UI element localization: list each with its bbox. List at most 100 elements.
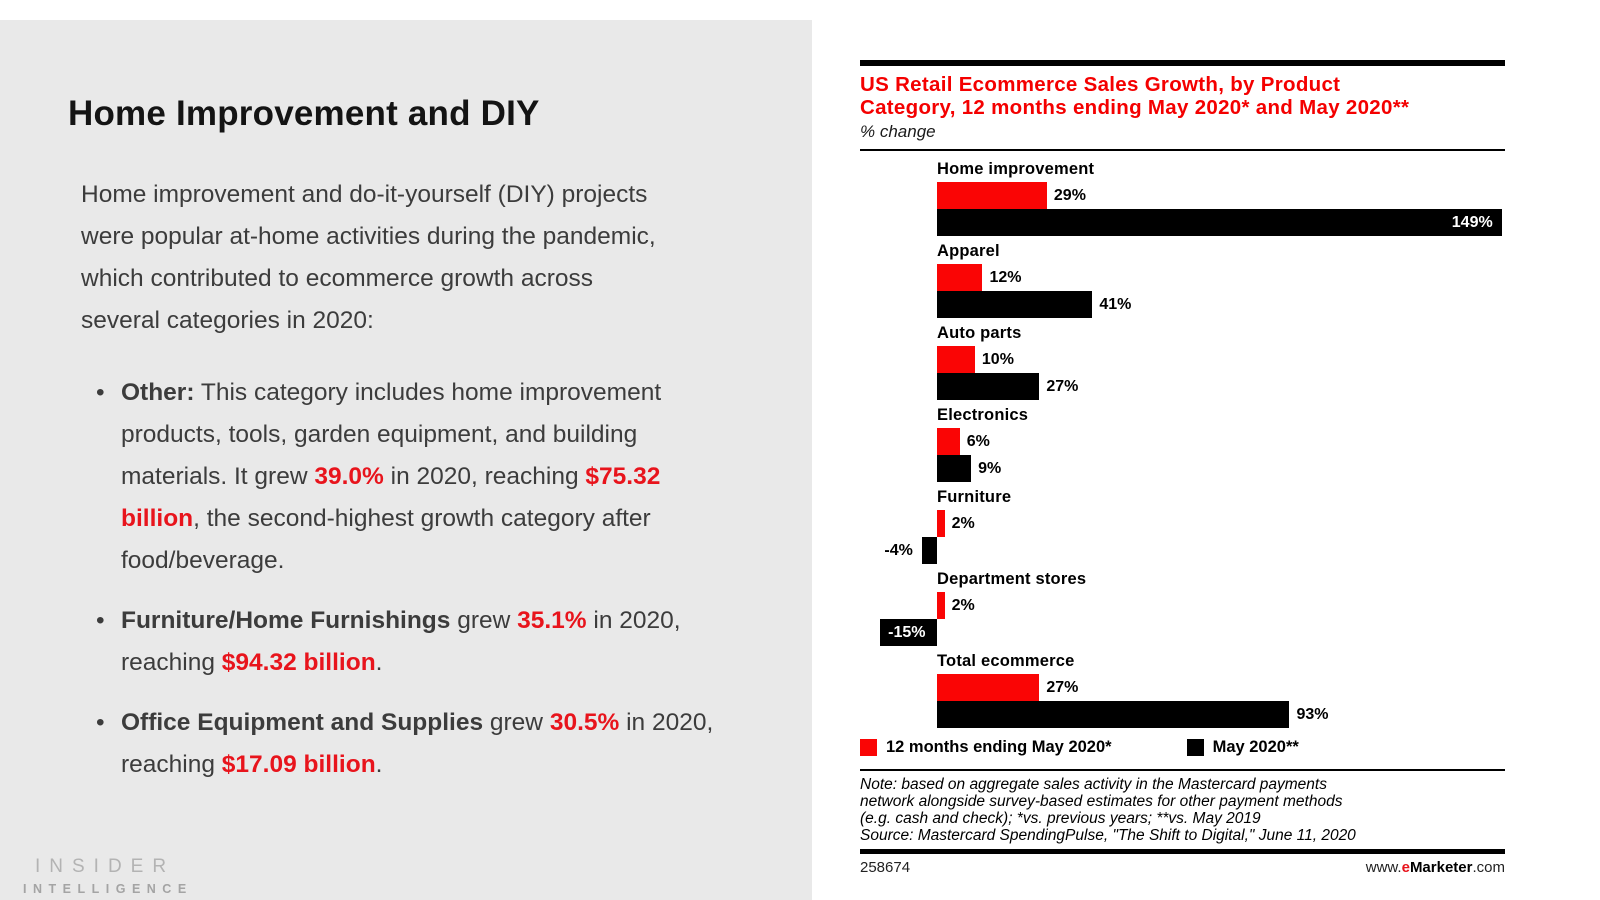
- red-bar: [937, 264, 983, 291]
- chart-note: Note: based on aggregate sales activity …: [860, 776, 1505, 844]
- page-title: Home Improvement and DIY: [68, 94, 540, 133]
- legend-label: 12 months ending May 2020*: [886, 738, 1112, 756]
- red-bar: [937, 674, 1040, 701]
- chart-legend: 12 months ending May 2020* May 2020**: [860, 738, 1505, 757]
- bullet-marker: •: [96, 379, 105, 406]
- bar-line: -15%: [860, 619, 1505, 646]
- legend-swatch: [860, 739, 877, 756]
- bar-line: 12%: [860, 264, 1505, 291]
- chart-title-line1: US Retail Ecommerce Sales Growth, by Pro…: [860, 73, 1341, 96]
- category-label: Home improvement: [937, 160, 1095, 178]
- black-bar: [937, 373, 1040, 400]
- emarketer-chart: US Retail Ecommerce Sales Growth, by Pro…: [860, 60, 1505, 876]
- bar-line: 93%: [860, 701, 1505, 728]
- bar-value-label: 2%: [951, 597, 975, 614]
- bar-value-label: 6%: [966, 433, 990, 450]
- url-prefix: www.: [1365, 859, 1402, 876]
- category-label: Total ecommerce: [937, 652, 1075, 670]
- chart-title: US Retail Ecommerce Sales Growth, by Pro…: [860, 73, 1505, 119]
- url-suffix: .com: [1472, 859, 1505, 876]
- url-brand: Marketer: [1409, 859, 1473, 876]
- chart-id: 258674: [860, 859, 911, 876]
- bar-line: 29%: [860, 182, 1505, 209]
- red-bar: [937, 510, 945, 537]
- chart-category-row: Apparel 12% 41%: [860, 242, 1505, 318]
- bar-value-label: -4%: [884, 542, 913, 559]
- list-item: • Furniture/Home Furnishings grew 35.1% i…: [96, 600, 718, 684]
- category-label: Apparel: [937, 242, 1000, 260]
- bar-value-label: 9%: [978, 460, 1002, 477]
- chart-category-row: Department stores 2% -15%: [860, 570, 1505, 646]
- legend-item: 12 months ending May 2020*: [860, 738, 1112, 757]
- black-bar: [937, 455, 972, 482]
- insider-intelligence-logo: INSIDER INTELLIGENCE: [23, 856, 193, 896]
- chart-subtitle: % change: [860, 122, 936, 141]
- bar-line: 149%: [860, 209, 1505, 236]
- note-line: Source: Mastercard SpendingPulse, "The S…: [860, 827, 1356, 844]
- category-label: Auto parts: [937, 324, 1022, 342]
- red-bar: [937, 428, 960, 455]
- bullet-text: Other: This category includes home impro…: [121, 379, 662, 574]
- bar-line: 27%: [860, 373, 1505, 400]
- bar-line: 10%: [860, 346, 1505, 373]
- bar-line: 2%: [860, 592, 1505, 619]
- black-bar: [937, 701, 1290, 728]
- bar-value-label: 27%: [1046, 378, 1079, 395]
- text-panel: Home Improvement and DIY Home improvemen…: [0, 20, 812, 900]
- chart-category-row: Home improvement 29% 149%: [860, 160, 1505, 236]
- list-item: • Office Equipment and Supplies grew 30.5…: [96, 702, 718, 786]
- chart-category-row: Auto parts 10% 27%: [860, 324, 1505, 400]
- intro-paragraph: Home improvement and do-it-yourself (DIY…: [81, 181, 656, 334]
- list-item: • Other: This category includes home impr…: [96, 372, 718, 582]
- black-bar: [937, 291, 1093, 318]
- category-label: Department stores: [937, 570, 1087, 588]
- bullet-marker: •: [96, 709, 105, 736]
- bar-value-label: 10%: [981, 351, 1014, 368]
- note-line: Note: based on aggregate sales activity …: [860, 776, 1327, 793]
- red-bar: [937, 592, 945, 619]
- note-line: network alongside survey-based estimates…: [860, 793, 1343, 810]
- logo-insider-text: INSIDER: [35, 856, 176, 877]
- chart-title-line2: Category, 12 months ending May 2020* and…: [860, 96, 1410, 119]
- bar-line: -4%: [860, 537, 1505, 564]
- chart-category-row: Furniture 2% -4%: [860, 488, 1505, 564]
- bullet-marker: •: [96, 607, 105, 634]
- bar-line: 9%: [860, 455, 1505, 482]
- black-bar: [880, 619, 937, 646]
- chart-header-rule: [860, 149, 1505, 151]
- logo-intelligence-text: INTELLIGENCE: [23, 882, 193, 896]
- bar-value-label: 27%: [1046, 679, 1079, 696]
- category-label: Electronics: [937, 406, 1029, 424]
- bullet-list: • Other: This category includes home impr…: [96, 372, 718, 804]
- emarketer-url: www.eMarketer.com: [1366, 859, 1505, 876]
- chart-category-row: Total ecommerce 27% 93%: [860, 652, 1505, 728]
- bar-line: 6%: [860, 428, 1505, 455]
- chart-category-row: Electronics 6% 9%: [860, 406, 1505, 482]
- chart-bottom-rule: [860, 849, 1505, 854]
- bullet-text: Furniture/Home Furnishings grew 35.1% in…: [121, 607, 681, 676]
- red-bar: [937, 346, 975, 373]
- bar-value-label: 149%: [1451, 214, 1493, 231]
- bar-line: 2%: [860, 510, 1505, 537]
- black-bar: [937, 209, 1502, 236]
- bar-line: 27%: [860, 674, 1505, 701]
- note-line: (e.g. cash and check); *vs. previous yea…: [860, 810, 1261, 827]
- chart-footer: 258674 www.eMarketer.com: [860, 859, 1505, 876]
- legend-swatch: [1186, 739, 1204, 756]
- chart-rows: Home improvement 29% 149% Apparel 12% 41% Auto…: [860, 160, 1505, 728]
- legend-item: May 2020**: [1186, 738, 1299, 757]
- bar-line: 41%: [860, 291, 1505, 318]
- category-label: Furniture: [937, 488, 1012, 506]
- chart-top-rule: [860, 60, 1505, 66]
- note-separator-rule: [860, 769, 1505, 771]
- bullet-text: Office Equipment and Supplies grew 30.5%…: [121, 709, 714, 778]
- url-e: e: [1401, 859, 1410, 876]
- bar-value-label: 93%: [1296, 706, 1329, 723]
- black-bar: [921, 537, 937, 564]
- bar-value-label: 29%: [1053, 187, 1086, 204]
- bar-value-label: -15%: [888, 624, 926, 641]
- bar-value-label: 12%: [989, 269, 1022, 286]
- red-bar: [937, 182, 1047, 209]
- legend-label: May 2020**: [1212, 738, 1299, 756]
- bar-value-label: 41%: [1099, 296, 1132, 313]
